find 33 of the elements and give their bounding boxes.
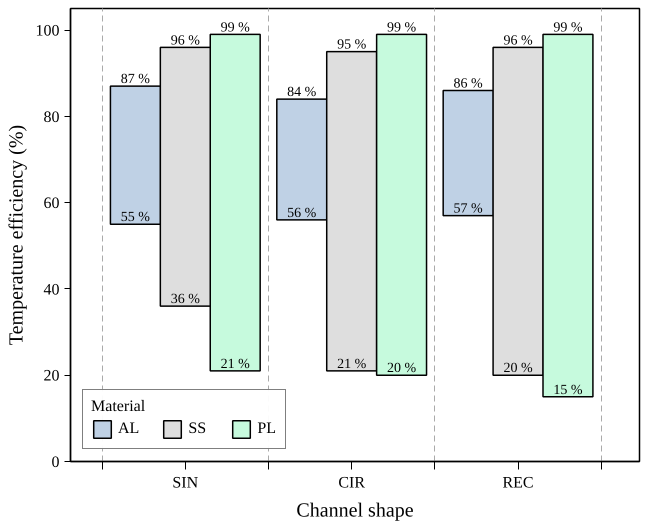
data-label: 96 % xyxy=(503,33,533,48)
x-axis-title: Channel shape xyxy=(296,500,414,522)
annotation: 55 % xyxy=(120,210,150,226)
x-tick-label: SIN xyxy=(172,474,199,492)
x-tick-label: REC xyxy=(502,474,534,492)
data-label: 99 % xyxy=(553,20,583,36)
annotation: 57 % xyxy=(454,202,484,217)
annotation: 36 % xyxy=(170,292,200,308)
data-label: 84 % xyxy=(287,85,317,100)
annotation: 20 % xyxy=(503,361,533,376)
annotation: 21 % xyxy=(220,356,250,372)
data-label: 86 % xyxy=(454,76,484,92)
legend-label: SS xyxy=(188,420,208,438)
annotation: 15 % xyxy=(553,382,583,398)
y-tick-label: 40 xyxy=(44,281,60,298)
legend-title: Material xyxy=(91,398,146,416)
y-tick-label: 20 xyxy=(44,368,60,385)
y-tick-label: 60 xyxy=(44,195,60,212)
y-axis-title: Temperature efficiency (%) xyxy=(6,124,28,346)
data-label: 96 % xyxy=(170,33,200,48)
data-label: 99 % xyxy=(387,20,417,36)
data-label: 87 % xyxy=(120,72,150,88)
y-tick-label: 80 xyxy=(44,108,60,126)
data-label: 99 % xyxy=(220,20,250,36)
annotation: 21 % xyxy=(337,356,367,372)
legend-label: PL xyxy=(257,420,277,438)
data-label: 95 % xyxy=(337,38,367,53)
annotation: 20 % xyxy=(387,361,417,376)
y-tick-label: 0 xyxy=(52,454,60,471)
annotation: 56 % xyxy=(287,206,317,221)
legend-label: AL xyxy=(118,420,140,438)
x-tick-label: CIR xyxy=(338,474,366,492)
y-tick-label: 100 xyxy=(36,22,60,40)
